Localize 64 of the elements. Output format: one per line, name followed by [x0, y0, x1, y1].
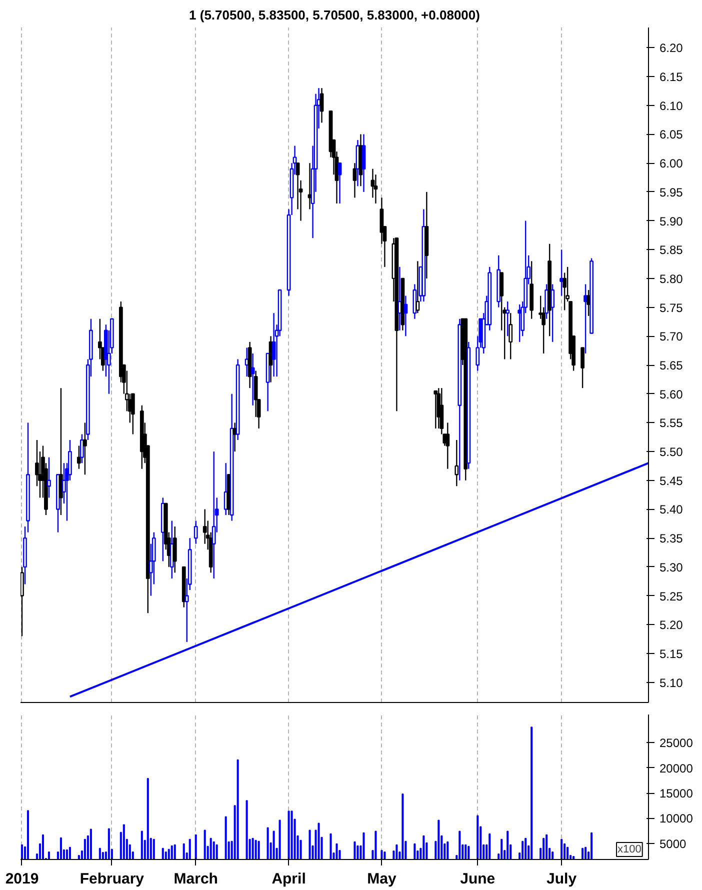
y-tick-label: 5.80 — [660, 272, 684, 286]
y-tick-label: 5.95 — [660, 185, 684, 200]
x-tick-label: May — [367, 870, 397, 888]
candlestick — [580, 347, 584, 389]
candlestick — [446, 422, 450, 470]
y-tick-label: 5.30 — [660, 560, 684, 574]
x-tick-label: February — [80, 870, 145, 888]
candlestick — [194, 520, 198, 544]
candlestick — [416, 260, 420, 314]
y-tick-label: 5.15 — [660, 646, 684, 661]
y-tick-label: 6.10 — [660, 98, 684, 113]
y-tick-label: 15000 — [660, 786, 694, 801]
candlestick — [172, 526, 177, 574]
candlestick — [508, 312, 513, 360]
candlestick — [254, 370, 258, 418]
candlestick — [454, 439, 459, 487]
annotation: x100 — [618, 844, 642, 856]
y-tick-label: 20000 — [660, 761, 694, 776]
candlestick — [59, 387, 63, 516]
candlestick — [500, 272, 504, 331]
chart-title: 1 (5.70500, 5.83500, 5.70500, 5.83000, +0.08000) — [189, 8, 480, 22]
x-tick-label: 2019 — [5, 870, 39, 888]
y-tick-label: 5.40 — [660, 502, 684, 517]
y-tick-label: 5.25 — [660, 589, 684, 604]
candlestick — [250, 352, 255, 406]
y-tick-label: 5.10 — [660, 676, 684, 690]
y-tick-label: 6.00 — [660, 156, 684, 171]
y-tick-label: 5.75 — [660, 300, 684, 315]
candlestick — [212, 450, 216, 580]
candlestick — [362, 134, 366, 193]
y-tick-label: 5.70 — [660, 330, 684, 344]
y-tick-label: 5.90 — [660, 214, 684, 228]
y-tick-label: 6.20 — [660, 41, 684, 56]
y-tick-label: 5.55 — [660, 416, 684, 430]
candlestick — [404, 295, 408, 337]
x-tick-label: March — [174, 870, 218, 888]
candlestick — [47, 456, 51, 498]
candlestick — [272, 312, 276, 378]
y-tick-label: 5.20 — [660, 618, 684, 632]
x-tick-label: April — [272, 870, 306, 888]
candlestick — [434, 390, 438, 430]
y-tick-label: 5.45 — [660, 474, 684, 488]
candlestick — [550, 284, 555, 343]
y-tick-label: 6.15 — [660, 70, 684, 84]
y-tick-label: 5.85 — [660, 243, 684, 258]
y-tick-label: 5.65 — [660, 358, 684, 372]
y-tick-label: 5.35 — [660, 532, 684, 546]
candlestick — [352, 162, 357, 198]
y-tick-label: 5.50 — [660, 445, 684, 460]
candlestick — [80, 434, 84, 464]
x-tick-label: July — [546, 870, 578, 888]
candlestick — [77, 445, 81, 470]
y-tick-label: 25000 — [660, 736, 694, 750]
candlestick — [308, 162, 312, 210]
candlestick — [130, 393, 135, 435]
y-tick-label: 10000 — [660, 812, 694, 826]
candlestick — [338, 162, 342, 204]
candlestick — [320, 87, 324, 124]
y-tick-label: 5.60 — [660, 387, 684, 402]
x-tick-label: June — [460, 870, 496, 888]
y-tick-label: 5000 — [660, 836, 687, 851]
y-tick-label: 6.05 — [660, 128, 684, 142]
candlestick — [412, 284, 417, 320]
candlestick — [83, 422, 87, 476]
